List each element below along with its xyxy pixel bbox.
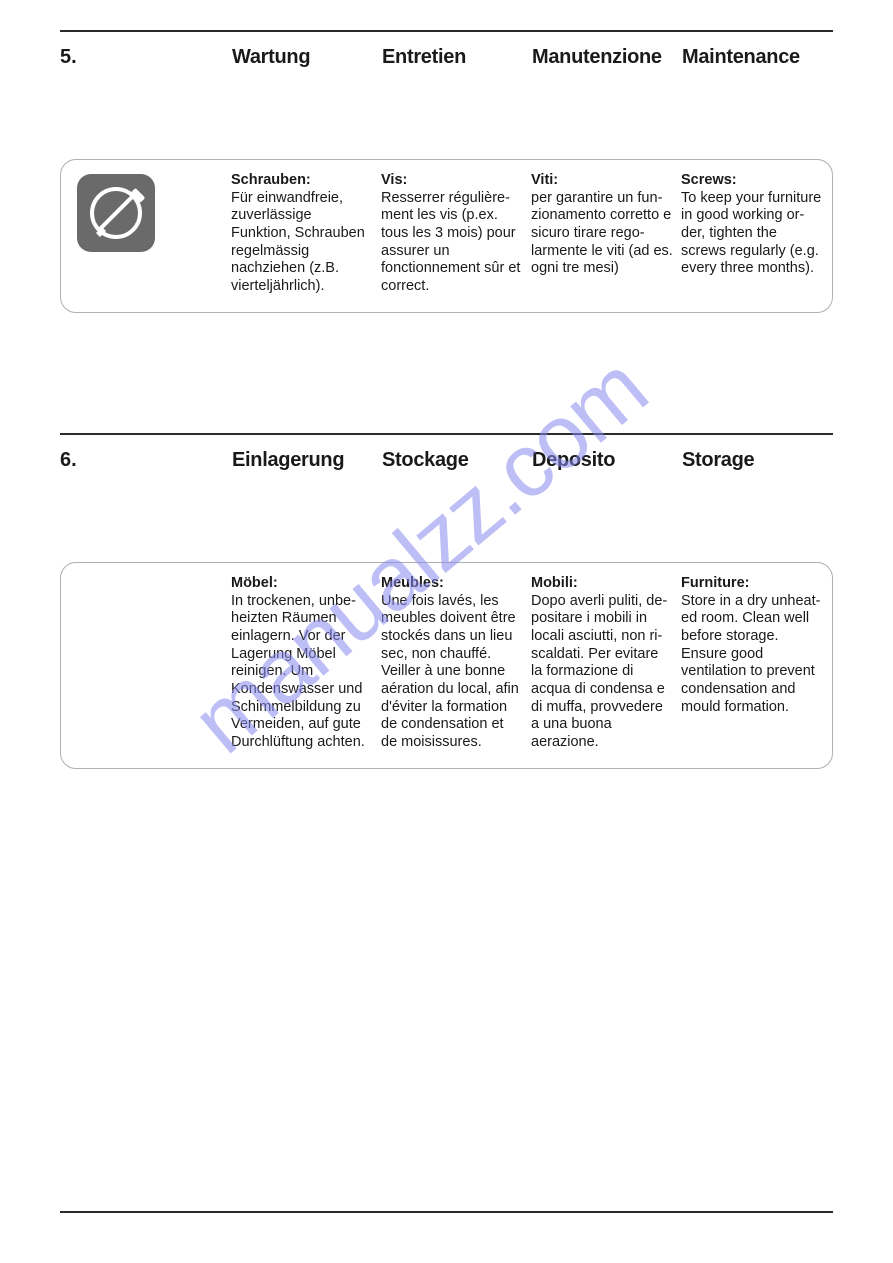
section5-rule	[60, 30, 833, 32]
section5-text-de: Schrauben: Für einwandfreie, zuverlässig…	[231, 172, 381, 296]
section5-it-heading: Viti:	[531, 172, 673, 190]
section5-en-heading: Screws:	[681, 172, 823, 190]
section5-number: 5.	[60, 46, 232, 69]
section6-title-fr: Stockage	[382, 449, 532, 472]
section6-title-it: Deposito	[532, 449, 682, 472]
section5-de-heading: Schrauben:	[231, 172, 373, 190]
screwdriver-icon	[77, 174, 155, 252]
section6-number: 6.	[60, 449, 232, 472]
section6-rule	[60, 433, 833, 435]
section6-text-en: Furniture: Store in a dry unheat­ed room…	[681, 575, 831, 752]
section5-text-fr: Vis: Resserrer régulière­ment les vis (p…	[381, 172, 531, 296]
section6-en-heading: Furniture:	[681, 575, 823, 593]
maintenance-icon-cell	[71, 172, 231, 296]
section5-text-en: Screws: To keep your furniture in good w…	[681, 172, 831, 296]
section5-header: 5. Wartung Entretien Manutenzione Mainte…	[60, 46, 833, 69]
section6-it-heading: Mobili:	[531, 575, 673, 593]
section-gap	[60, 313, 833, 433]
section6-box: Möbel: In trockenen, unbe­heizten Räumen…	[60, 562, 833, 769]
storage-icon-cell	[71, 575, 231, 752]
section6-de-heading: Möbel:	[231, 575, 373, 593]
section6-fr-heading: Meubles:	[381, 575, 523, 593]
section5-title-de: Wartung	[232, 46, 382, 69]
section6-header: 6. Einlagerung Stockage Deposito Storage	[60, 449, 833, 472]
section6-text-fr: Meubles: Une fois lavés, les meubles doi…	[381, 575, 531, 752]
section6-de-body: In trockenen, unbe­heizten Räumen einla­…	[231, 593, 365, 751]
section5-fr-heading: Vis:	[381, 172, 523, 190]
section6-text-it: Mobili: Dopo averli puliti, de­positare …	[531, 575, 681, 752]
section5-title-fr: Entretien	[382, 46, 532, 69]
section6-text-de: Möbel: In trockenen, unbe­heizten Räumen…	[231, 575, 381, 752]
section5-fr-body: Resserrer régulière­ment les vis (p.ex. …	[381, 190, 520, 294]
section5-de-body: Für einwandfreie, zuverlässige Funktion,…	[231, 190, 365, 294]
section5-title-en: Maintenance	[682, 46, 832, 69]
section6-title-en: Storage	[682, 449, 832, 472]
section6-fr-body: Une fois lavés, les meubles doivent être…	[381, 593, 519, 751]
section6-title-de: Einlagerung	[232, 449, 382, 472]
page-bottom-rule	[60, 1211, 833, 1213]
section6-en-body: Store in a dry unheat­ed room. Clean wel…	[681, 593, 820, 715]
section5-title-it: Manutenzione	[532, 46, 682, 69]
section5-text-it: Viti: per garantire un fun­zionamento co…	[531, 172, 681, 296]
section5-it-body: per garantire un fun­zionamento corretto…	[531, 190, 673, 277]
section6-it-body: Dopo averli puliti, de­positare i mobili…	[531, 593, 667, 751]
section5-box: Schrauben: Für einwandfreie, zuverlässig…	[60, 159, 833, 313]
section5-en-body: To keep your furniture in good working o…	[681, 190, 821, 277]
